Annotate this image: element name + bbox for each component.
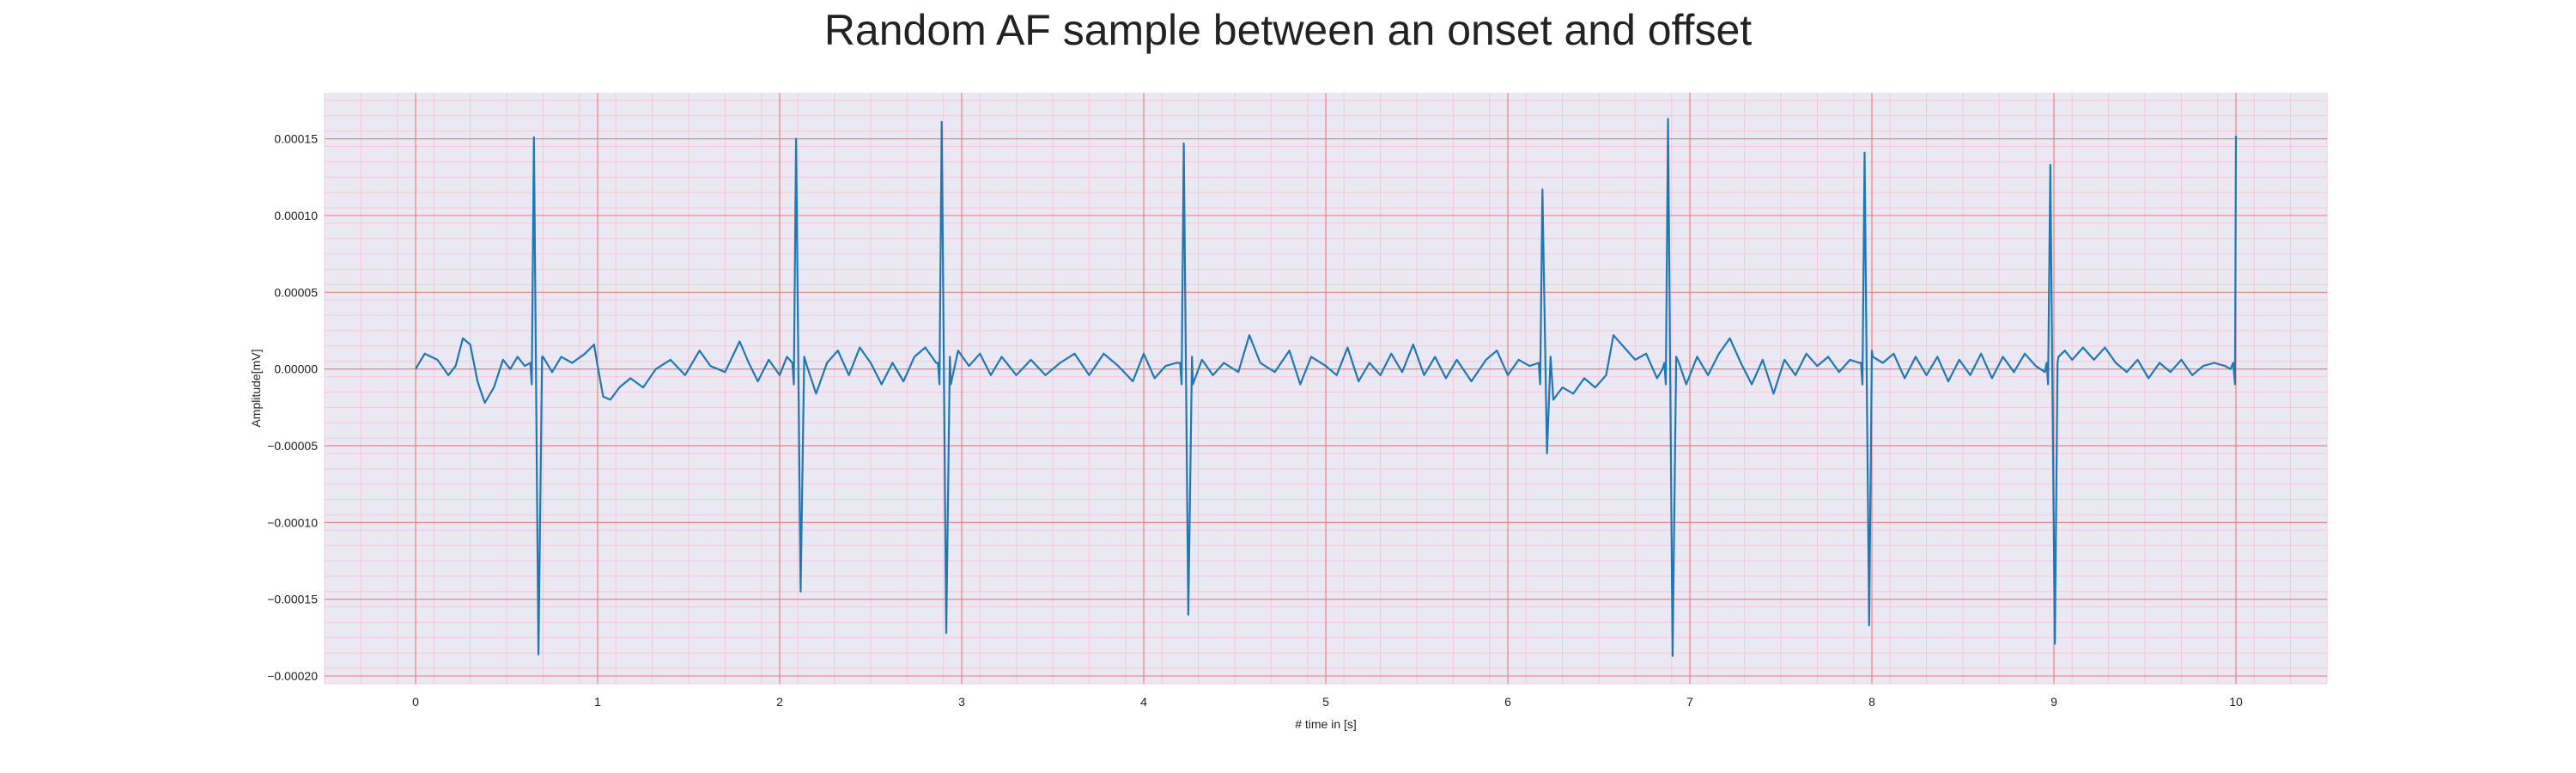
x-tick-label: 1 xyxy=(594,695,601,709)
x-tick-labels: 0 1 2 3 4 5 6 7 8 9 10 xyxy=(412,695,2243,709)
x-tick-label: 7 xyxy=(1686,695,1693,709)
x-tick-label: 5 xyxy=(1322,695,1329,709)
x-tick-label: 6 xyxy=(1504,695,1511,709)
y-tick-label: 0.00015 xyxy=(274,132,318,146)
y-tick-labels: 0.00015 0.00010 0.00005 0.00000 −0.00005 −0.0… xyxy=(267,132,318,683)
x-tick-label: 4 xyxy=(1140,695,1147,709)
y-tick-label: −0.00015 xyxy=(267,593,318,606)
y-tick-label: 0.00010 xyxy=(274,209,318,222)
x-tick-label: 10 xyxy=(2229,695,2243,709)
y-tick-label: 0.00005 xyxy=(274,285,318,299)
major-grid xyxy=(325,93,2327,684)
ecg-signal-line xyxy=(415,118,2238,657)
y-tick-label: −0.00010 xyxy=(267,515,318,529)
x-tick-label: 9 xyxy=(2050,695,2057,709)
y-axis-label: Amplitude[mV] xyxy=(249,349,263,427)
x-tick-label: 3 xyxy=(958,695,965,709)
x-tick-label: 2 xyxy=(776,695,783,709)
chart-title: Random AF sample between an onset and of… xyxy=(823,6,1753,54)
x-tick-label: 8 xyxy=(1868,695,1875,709)
x-tick-label: 0 xyxy=(412,695,419,709)
x-axis-label: # time in [s] xyxy=(1295,717,1357,731)
y-tick-label: 0.00000 xyxy=(274,362,318,376)
y-tick-label: −0.00005 xyxy=(267,439,318,453)
y-tick-label: −0.00020 xyxy=(267,669,318,683)
